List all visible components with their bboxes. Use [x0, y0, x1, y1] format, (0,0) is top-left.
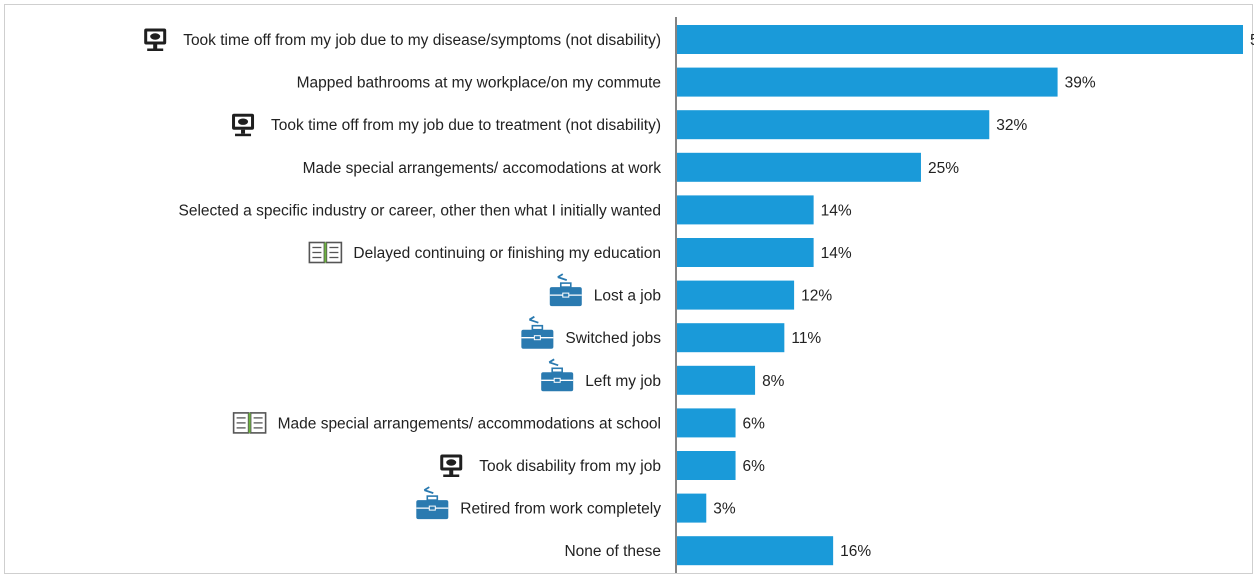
data-label: 8%: [762, 373, 785, 390]
category-label: Mapped bathrooms at my workplace/on my c…: [297, 75, 661, 92]
data-label: 25%: [928, 160, 959, 177]
bar: [677, 195, 814, 225]
data-label: 58%: [1250, 32, 1254, 49]
data-label: 16%: [840, 543, 871, 560]
bar: [677, 110, 990, 140]
briefcase-icon: [521, 315, 554, 349]
briefcase-icon: [549, 273, 582, 307]
bar: [677, 365, 756, 395]
category-label: Switched jobs: [565, 330, 661, 347]
category-label: Took disability from my job: [479, 458, 661, 475]
category-label: Took time off from my job due to my dise…: [183, 32, 661, 49]
bar: [677, 25, 1243, 54]
horizontal-bar-chart: Took time off from my job due to my dise…: [144, 17, 1254, 573]
bar: [677, 451, 736, 480]
bar: [677, 67, 1058, 97]
data-label: 3%: [713, 501, 736, 518]
category-label: Selected a specific industry or career, …: [179, 202, 661, 219]
category-label: Made special arrangements/ accomodations…: [303, 160, 662, 177]
book-icon: [308, 241, 343, 264]
category-label: Lost a job: [594, 288, 661, 305]
data-label: 39%: [1065, 75, 1096, 92]
category-label: Retired from work completely: [460, 501, 661, 518]
bar: [677, 536, 834, 566]
monitor-icon: [440, 454, 463, 477]
category-label: Left my job: [585, 373, 661, 390]
category-label: None of these: [564, 543, 661, 560]
data-label: 6%: [743, 415, 766, 432]
monitor-icon: [232, 113, 255, 137]
category-label: Took time off from my job due to treatme…: [271, 117, 661, 134]
data-label: 12%: [801, 288, 832, 305]
bar: [677, 152, 921, 182]
book-icon: [232, 412, 267, 434]
briefcase-icon: [541, 358, 574, 392]
bar: [677, 408, 736, 438]
data-label: 32%: [996, 117, 1027, 134]
data-label: 6%: [743, 458, 766, 475]
data-label: 14%: [821, 245, 852, 262]
bar: [677, 493, 707, 523]
bar: [677, 323, 785, 353]
category-label: Delayed continuing or finishing my educa…: [353, 245, 661, 262]
category-label: Made special arrangements/ accommodation…: [278, 415, 661, 432]
data-label: 11%: [791, 330, 821, 347]
briefcase-icon: [416, 486, 449, 520]
bar: [677, 238, 814, 267]
chart-frame: Took time off from my job due to my dise…: [4, 4, 1254, 574]
data-label: 14%: [821, 202, 852, 219]
monitor-icon: [144, 28, 167, 51]
bar: [677, 280, 795, 310]
